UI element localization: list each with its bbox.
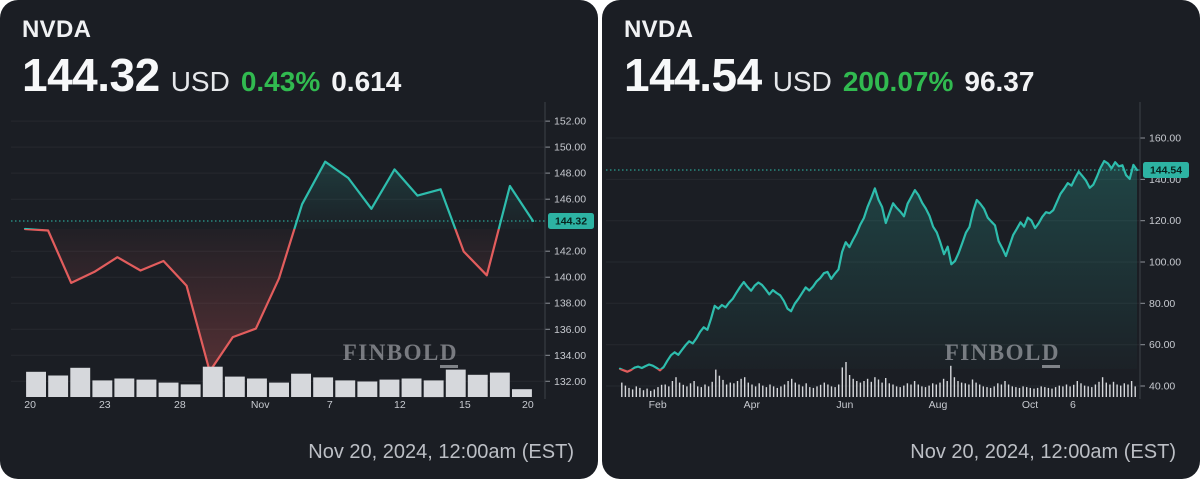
ticker-symbol: NVDA (22, 16, 92, 43)
chart-timestamp: Nov 20, 2024, 12:00am (EST) (910, 441, 1176, 463)
svg-text:Feb: Feb (649, 399, 667, 411)
svg-text:Aug: Aug (929, 399, 948, 411)
currency-label: USD (772, 66, 832, 97)
svg-text:12: 12 (394, 399, 406, 411)
current-price: 144.32 (22, 49, 160, 101)
finbold-logo-text: FINBOL (342, 340, 440, 365)
svg-text:120.00: 120.00 (1149, 215, 1181, 227)
change-absolute: 96.37 (964, 66, 1035, 97)
stock-card-1-year: 160.00 140.00 120.00 100.00 80.00 60.00 40.00 F… (602, 0, 1200, 479)
finbold-logo: FINBOLD (342, 340, 458, 368)
svg-text:Apr: Apr (744, 399, 761, 411)
ticker-symbol: NVDA (624, 16, 694, 43)
svg-text:40.00: 40.00 (1149, 381, 1175, 393)
svg-text:Nov: Nov (251, 399, 270, 411)
svg-text:60.00: 60.00 (1149, 339, 1175, 351)
price-row: 144.54 USD 200.07% 96.37 (624, 48, 1034, 102)
svg-text:Jun: Jun (836, 399, 853, 411)
svg-text:136.00: 136.00 (554, 324, 586, 336)
price-row: 144.32 USD 0.43% 0.614 (22, 48, 401, 102)
quote-header: NVDA 144.54 USD 200.07% 96.37 (624, 16, 1034, 102)
current-price: 144.54 (624, 49, 762, 101)
svg-text:20: 20 (24, 399, 36, 411)
change-absolute: 0.614 (331, 66, 402, 97)
change-percent: 0.43% (240, 66, 321, 97)
price-chart-1-year[interactable]: 160.00 140.00 120.00 100.00 80.00 60.00 40.00 F… (602, 0, 1200, 479)
svg-text:28: 28 (174, 399, 186, 411)
svg-text:Oct: Oct (1022, 399, 1038, 411)
currency-label: USD (170, 66, 230, 97)
svg-text:134.00: 134.00 (554, 350, 586, 362)
svg-text:142.00: 142.00 (554, 246, 586, 258)
svg-text:140.00: 140.00 (554, 272, 586, 284)
svg-text:146.00: 146.00 (554, 194, 586, 206)
svg-text:6: 6 (1070, 399, 1076, 411)
quote-header: NVDA 144.32 USD 0.43% 0.614 (22, 16, 401, 102)
finbold-logo-d: D (439, 340, 458, 368)
price-chart-1-month-canvas[interactable]: 152.00 150.00 148.00 146.00 142.00 140.00 138.… (0, 0, 598, 479)
svg-text:144.54: 144.54 (1150, 165, 1182, 177)
finbold-logo: FINBOLD (944, 340, 1060, 368)
svg-text:132.00: 132.00 (554, 376, 586, 388)
svg-text:15: 15 (459, 399, 471, 411)
svg-text:144.32: 144.32 (555, 216, 587, 228)
change-percent: 200.07% (842, 66, 954, 97)
svg-text:100.00: 100.00 (1149, 257, 1181, 269)
svg-text:23: 23 (99, 399, 111, 411)
svg-text:80.00: 80.00 (1149, 298, 1175, 310)
finbold-logo-text: FINBOL (944, 340, 1042, 365)
finbold-logo-d: D (1041, 340, 1060, 368)
chart-timestamp: Nov 20, 2024, 12:00am (EST) (308, 441, 574, 463)
svg-text:160.00: 160.00 (1149, 133, 1181, 145)
stock-card-1-month: 152.00 150.00 148.00 146.00 142.00 140.00 138.… (0, 0, 598, 479)
svg-text:20: 20 (522, 399, 534, 411)
price-chart-1-year-canvas[interactable]: 160.00140.00120.00100.0080.0060.0040.00F… (602, 0, 1200, 479)
svg-text:152.00: 152.00 (554, 116, 586, 128)
svg-text:7: 7 (327, 399, 333, 411)
svg-text:150.00: 150.00 (554, 142, 586, 154)
svg-text:148.00: 148.00 (554, 168, 586, 180)
price-chart-1-month[interactable]: 152.00 150.00 148.00 146.00 142.00 140.00 138.… (0, 0, 598, 479)
svg-text:138.00: 138.00 (554, 298, 586, 310)
